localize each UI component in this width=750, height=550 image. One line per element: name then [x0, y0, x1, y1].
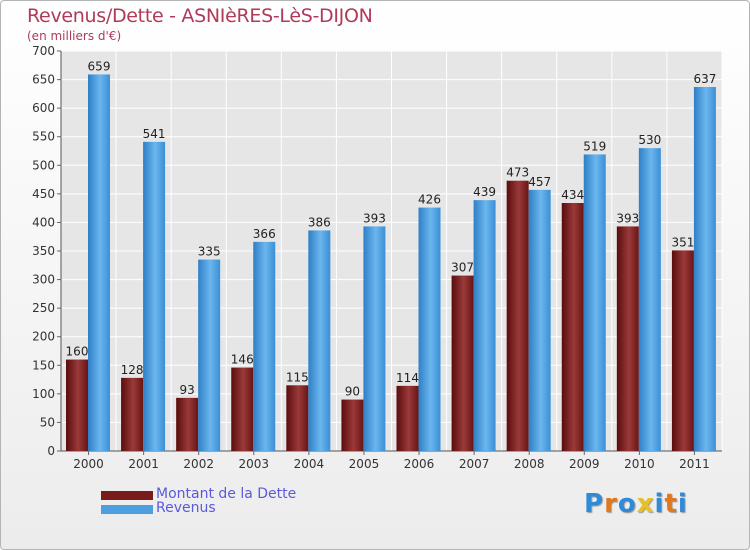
y-tick-label: 150	[32, 358, 55, 372]
data-label-dette-2008: 473	[506, 166, 529, 180]
x-tick-label: 2005	[349, 457, 380, 471]
bar-revenus-2006	[418, 207, 441, 451]
data-label-revenus-2009: 519	[583, 139, 606, 153]
data-label-revenus-2001: 541	[143, 127, 166, 141]
x-tick-label: 2001	[128, 457, 159, 471]
data-label-revenus-2003: 366	[253, 227, 276, 241]
logo-letter: t	[664, 489, 678, 519]
x-tick-label: 2009	[569, 457, 600, 471]
bar-dette-2005	[341, 399, 364, 451]
bar-revenus-2003	[253, 241, 276, 451]
data-label-revenus-2010: 530	[638, 133, 661, 147]
x-tick-label: 2002	[183, 457, 214, 471]
bar-revenus-2005	[363, 226, 386, 451]
data-label-revenus-2011: 637	[693, 72, 716, 86]
bar-dette-2010	[616, 226, 639, 451]
data-label-revenus-2005: 393	[363, 211, 386, 225]
y-tick-label: 200	[32, 330, 55, 344]
y-tick-label: 50	[40, 415, 55, 429]
logo-letter: i	[677, 489, 688, 519]
data-label-revenus-2008: 457	[528, 175, 551, 189]
data-label-revenus-2006: 426	[418, 193, 441, 207]
y-tick-label: 250	[32, 301, 55, 315]
x-tick-label: 2008	[514, 457, 545, 471]
data-label-dette-2003: 146	[231, 353, 254, 367]
y-tick-label: 700	[32, 44, 55, 58]
logo-letter: r	[604, 489, 618, 519]
data-label-revenus-2004: 386	[308, 215, 331, 229]
bar-dette-2007	[451, 275, 474, 451]
bar-dette-2009	[561, 203, 584, 451]
x-tick-label: 2010	[624, 457, 655, 471]
bar-revenus-2001	[143, 141, 166, 451]
y-tick-label: 0	[47, 444, 55, 458]
data-label-dette-2004: 115	[286, 370, 309, 384]
data-label-dette-2009: 434	[561, 188, 584, 202]
bar-revenus-2010	[638, 148, 661, 451]
legend-swatch-dette	[101, 491, 153, 500]
y-tick-label: 350	[32, 244, 55, 258]
bar-dette-2003	[231, 367, 254, 451]
y-tick-label: 300	[32, 273, 55, 287]
data-label-revenus-2002: 335	[198, 245, 221, 259]
proxiti-logo: Proxiti	[584, 489, 688, 519]
chart-title: Revenus/Dette - ASNIèRES-LèS-DIJON	[27, 5, 373, 27]
bar-dette-2006	[396, 385, 419, 451]
data-label-revenus-2000: 659	[88, 59, 111, 73]
data-label-dette-2011: 351	[671, 235, 694, 249]
legend-swatch-revenus	[101, 505, 153, 514]
bar-revenus-2007	[473, 200, 496, 451]
bar-revenus-2004	[308, 230, 331, 451]
logo-letter: i	[654, 489, 665, 519]
data-label-dette-2000: 160	[66, 345, 89, 359]
x-tick-label: 2000	[73, 457, 104, 471]
bar-revenus-2009	[583, 154, 606, 451]
data-label-dette-2002: 93	[180, 383, 195, 397]
bar-revenus-2002	[198, 259, 221, 451]
legend-label-dette: Montant de la Dette	[156, 486, 297, 502]
data-label-dette-2007: 307	[451, 261, 474, 275]
x-tick-label: 2007	[459, 457, 490, 471]
bar-dette-2000	[66, 359, 88, 451]
x-tick-label: 2006	[404, 457, 435, 471]
bar-dette-2001	[121, 377, 144, 451]
x-tick-label: 2011	[679, 457, 710, 471]
bar-revenus-2000	[88, 74, 110, 451]
x-tick-label: 2004	[294, 457, 325, 471]
bar-dette-2008	[506, 180, 529, 451]
y-tick-label: 600	[32, 101, 55, 115]
data-label-dette-2010: 393	[616, 211, 639, 225]
chart-subtitle: (en milliers d'€)	[27, 29, 122, 43]
logo-letter: x	[636, 489, 655, 519]
y-tick-label: 500	[32, 158, 55, 172]
y-tick-label: 450	[32, 187, 55, 201]
y-tick-label: 400	[32, 215, 55, 229]
bar-revenus-2011	[693, 87, 716, 451]
logo-letter: P	[584, 489, 605, 519]
y-tick-label: 550	[32, 130, 55, 144]
data-label-dette-2001: 128	[121, 363, 144, 377]
y-tick-label: 650	[32, 73, 55, 87]
bar-dette-2004	[286, 385, 309, 451]
bar-dette-2002	[176, 397, 199, 451]
legend-label-revenus: Revenus	[156, 500, 216, 516]
bar-dette-2011	[671, 250, 694, 451]
data-label-dette-2005: 90	[345, 385, 360, 399]
data-label-dette-2006: 114	[396, 371, 419, 385]
x-tick-label: 2003	[239, 457, 270, 471]
logo-letter: o	[617, 489, 637, 519]
bar-revenus-2008	[528, 189, 551, 451]
data-label-revenus-2007: 439	[473, 185, 496, 199]
y-tick-label: 100	[32, 387, 55, 401]
